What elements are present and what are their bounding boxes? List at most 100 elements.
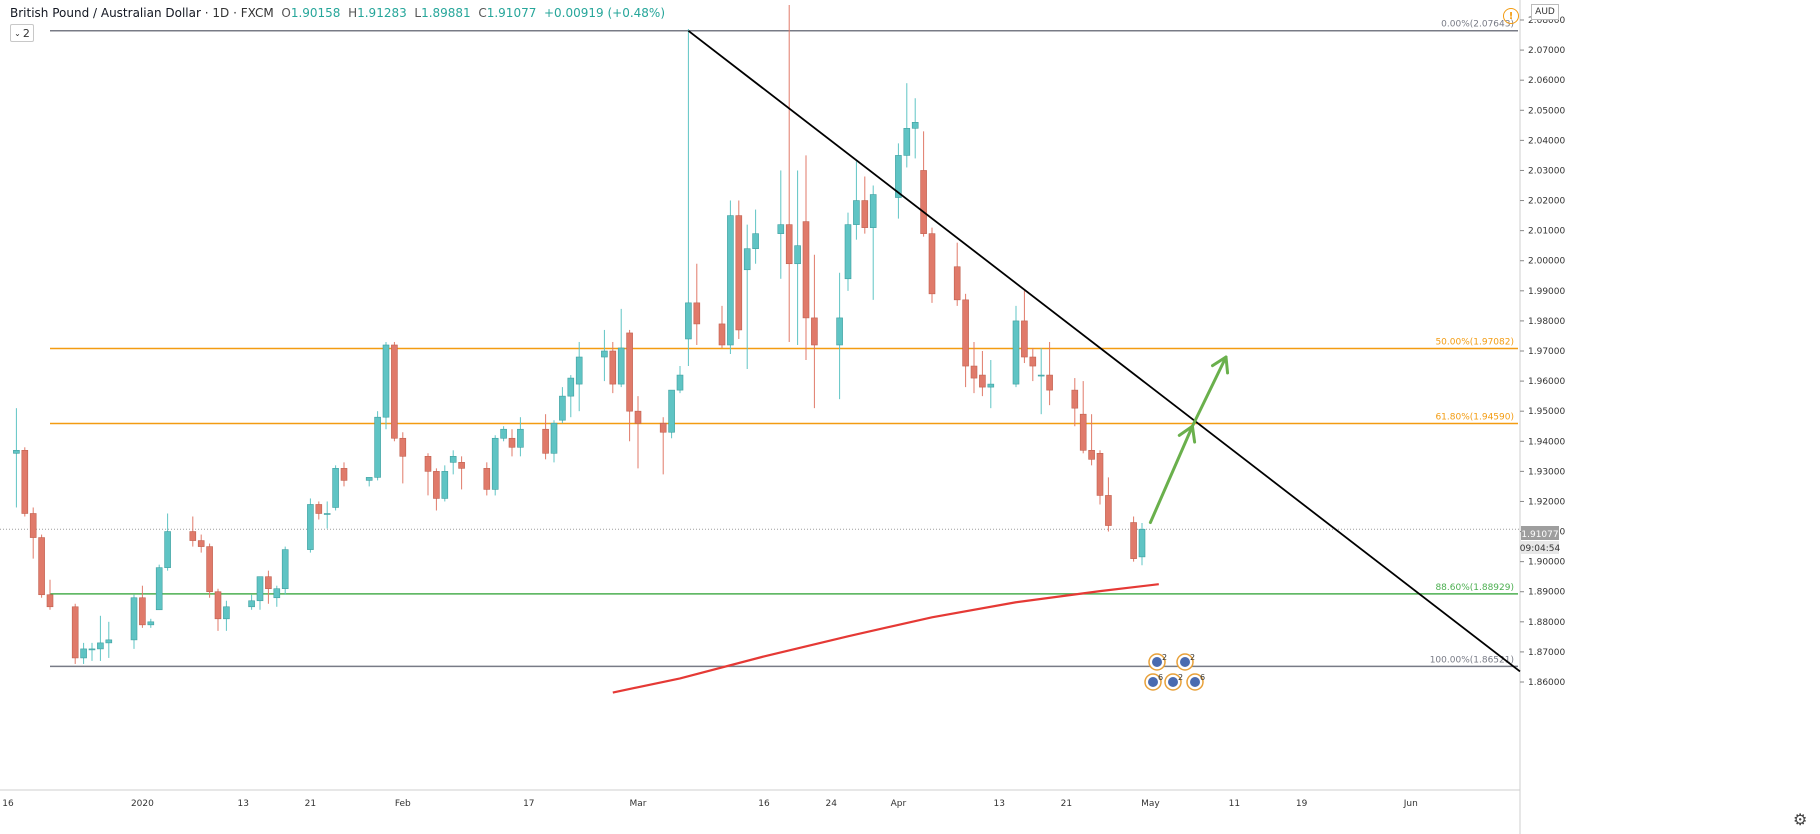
candle-up xyxy=(869,194,877,228)
ohlc-values: O1.90158 H1.91283 L1.89881 C1.91077 +0.0… xyxy=(278,6,665,20)
exchange: FXCM xyxy=(240,6,274,20)
high-label: H xyxy=(348,6,358,20)
y-tick-label: 1.92000 xyxy=(1528,497,1565,507)
last-price-text: 1.91077 xyxy=(1521,530,1558,540)
candle-down xyxy=(979,374,986,388)
event-icons[interactable]: 2 2 6 2 6 xyxy=(1144,653,1205,691)
countdown-box xyxy=(1521,541,1559,554)
fib-level-label: 0.00%(2.07643) xyxy=(1441,20,1514,30)
x-tick-label: 2020 xyxy=(131,799,154,809)
candle-up xyxy=(601,350,608,358)
interval: 1D xyxy=(212,6,230,20)
chevron-down-icon: ⌄ xyxy=(14,28,21,38)
candle-up xyxy=(617,347,625,385)
low-value: 1.89881 xyxy=(421,6,471,20)
candle-up xyxy=(743,248,751,271)
y-tick-label: 1.89000 xyxy=(1528,588,1565,598)
candle-down xyxy=(970,365,978,379)
candle-down xyxy=(1096,453,1104,496)
separator: · xyxy=(233,6,241,20)
arrow-shaft[interactable] xyxy=(1190,355,1228,428)
warning-icon[interactable]: ! xyxy=(1503,8,1519,24)
x-tick-label: 21 xyxy=(1061,799,1072,809)
y-tick-label: 1.95000 xyxy=(1528,407,1565,417)
last-price-box xyxy=(1521,526,1559,540)
candle-up xyxy=(147,621,155,626)
candle-up xyxy=(668,389,675,433)
candle-down xyxy=(315,504,323,514)
candle-down xyxy=(802,221,810,319)
arrow-shaft[interactable] xyxy=(1148,424,1194,525)
event-icon-flag-icon xyxy=(1148,677,1158,687)
gear-icon[interactable]: ⚙ xyxy=(1793,812,1808,829)
candle-up xyxy=(844,224,852,280)
candle-down xyxy=(508,437,516,448)
candle-down xyxy=(265,576,272,590)
candle-up xyxy=(307,504,314,550)
candle-down xyxy=(71,606,79,659)
y-tick-label: 1.94000 xyxy=(1528,437,1565,447)
descending-trendline[interactable] xyxy=(687,30,1521,673)
x-tick-label: Mar xyxy=(630,799,647,809)
countdown-text: 09:04:54 xyxy=(1520,544,1561,554)
candle-up xyxy=(903,128,911,156)
candle-down xyxy=(785,224,793,265)
projection-arrows[interactable] xyxy=(1148,355,1230,525)
symbol-name: British Pound / Australian Dollar xyxy=(10,6,201,20)
candle-up xyxy=(491,437,499,490)
candle-down xyxy=(962,299,969,367)
candle-up xyxy=(500,428,507,439)
candle-up xyxy=(382,344,390,418)
price-axis[interactable]: 1.86000 1.87000 1.88000 1.89000 1.90000 1.910… xyxy=(1519,0,1565,834)
candle-up xyxy=(449,456,457,463)
symbol-legend[interactable]: British Pound / Australian Dollar · 1D ·… xyxy=(10,6,665,20)
candle-up xyxy=(911,122,919,129)
candle-down xyxy=(1029,356,1037,367)
candle-down xyxy=(1105,495,1112,526)
y-tick-label: 1.98000 xyxy=(1528,317,1565,327)
candle-down xyxy=(38,537,45,596)
event-icon-count: 2 xyxy=(1162,653,1167,662)
y-tick-label: 1.99000 xyxy=(1528,287,1565,297)
x-tick-label: 19 xyxy=(1296,799,1308,809)
candle-down xyxy=(483,468,491,490)
moving-average-line[interactable] xyxy=(612,583,1159,694)
candle-down xyxy=(21,449,29,514)
x-tick-label: Feb xyxy=(395,799,411,809)
low-label: L xyxy=(414,6,422,20)
close-value: 1.91077 xyxy=(486,6,537,20)
candle-down xyxy=(29,513,37,538)
y-tick-label: 1.96000 xyxy=(1528,377,1565,387)
time-axis[interactable]: 16 2020 13 21 Feb 17 Mar 16 24 Apr 13 21 May 11 19 Jun xyxy=(0,789,1520,809)
open-label: O xyxy=(281,6,291,20)
x-tick-label: 24 xyxy=(825,799,837,809)
y-tick-label: 2.08000 xyxy=(1528,16,1565,26)
candle-down xyxy=(811,317,818,346)
fib-retracement[interactable]: 0.00%(2.07643) 50.00%(1.97082) 61.80%(1.94… xyxy=(0,20,1520,668)
x-tick-label: 13 xyxy=(237,799,248,809)
last-price-label: 1.91077 09:04:54 xyxy=(1520,526,1561,554)
y-tick-label: 2.02000 xyxy=(1528,197,1565,207)
candle-down xyxy=(189,531,197,541)
x-tick-label: 17 xyxy=(523,799,534,809)
trendline[interactable] xyxy=(687,30,1521,673)
candle-up xyxy=(130,597,138,641)
y-tick-label: 2.04000 xyxy=(1528,136,1565,146)
candle-up xyxy=(550,422,558,454)
moving-average-path[interactable] xyxy=(612,583,1159,694)
candle-down xyxy=(1079,413,1087,451)
candle-up xyxy=(13,449,20,454)
indicators-toggle-button[interactable]: ⌄ 2 xyxy=(10,24,34,42)
event-icon-count: 6 xyxy=(1200,673,1205,682)
candle-up xyxy=(80,648,87,659)
arrow-head[interactable] xyxy=(1211,355,1230,375)
candle-down xyxy=(1021,320,1028,358)
candle-down xyxy=(861,200,869,228)
candle-down xyxy=(718,323,726,346)
candle-down xyxy=(424,456,432,472)
candle-down xyxy=(391,344,398,439)
y-tick-label: 2.05000 xyxy=(1528,106,1565,116)
candle-up xyxy=(727,215,734,346)
candle-up xyxy=(273,588,281,599)
